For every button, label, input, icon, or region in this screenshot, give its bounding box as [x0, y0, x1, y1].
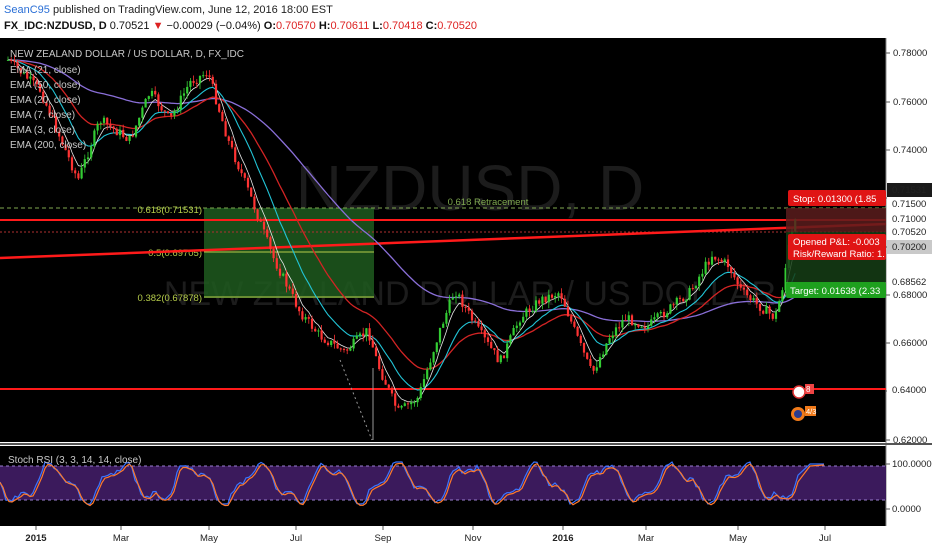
stoch-k-line: [0, 461, 824, 505]
event-count-text-2: 4/3: [806, 407, 816, 416]
target-label-box[interactable]: [786, 282, 886, 298]
price-tag-text: 0.68562: [892, 277, 926, 288]
time-tick: 2015: [25, 533, 47, 544]
price-chart[interactable]: NZDUSD, D NEW ZEALAND DOLLAR / US DOLLAR…: [0, 38, 932, 550]
open-label: O:: [263, 20, 276, 32]
symbol-label[interactable]: FX_IDC:NZDUSD, D: [4, 20, 107, 32]
time-tick: May: [729, 533, 747, 544]
indicator-label[interactable]: EMA (50, close): [10, 80, 81, 91]
indicator-label[interactable]: EMA (21, close): [10, 65, 81, 76]
time-tick: 2016: [552, 533, 573, 544]
pnl-label: Opened P&L: -0.003: [793, 237, 880, 248]
time-tick: Sep: [375, 533, 392, 544]
price-tag: [887, 212, 932, 226]
low-value: 0.70418: [382, 20, 423, 32]
event-count-text: 8: [806, 385, 811, 394]
price-tick: 0.66000: [893, 338, 927, 349]
price-tick: 0.68000: [893, 290, 927, 301]
price-tag-text: 0.71500: [892, 199, 926, 210]
stoch-d-line: [0, 462, 825, 507]
fib-zone[interactable]: [204, 208, 374, 298]
fib-382-label: 0.382(0.67878): [138, 293, 202, 304]
price-change: −0.00029 (−0.04%): [166, 20, 261, 32]
stoch-band: [0, 466, 886, 500]
price-tags: 0.71531 0.71500 0.71000 0.70520 0.70200 0.685…: [887, 183, 932, 397]
time-tick: Jul: [290, 533, 302, 544]
indicator-legend: EMA (21, close) EMA (50, close) EMA (20, c…: [10, 65, 86, 151]
candlesticks: [6, 55, 797, 412]
stoch-tick-0: 0.0000: [892, 504, 921, 515]
chart-header: SeanC95 published on TradingView.com, Ju…: [0, 0, 932, 38]
time-tick: May: [200, 533, 218, 544]
stop-zone[interactable]: [786, 208, 886, 232]
rr-label: Risk/Reward Ratio: 1.: [793, 249, 885, 260]
stoch-tick-100: 100.0000: [892, 459, 932, 470]
price-tick: 0.62000: [893, 435, 927, 446]
publish-text: published on TradingView.com, June 12, 2…: [52, 4, 333, 16]
price-tag-text: 0.71000: [892, 214, 926, 225]
fib-5-label: 0.5(0.69705): [148, 248, 202, 259]
time-tick: Jul: [819, 533, 831, 544]
price-tick: 0.76000: [893, 97, 927, 108]
fib-title: 0.618 Retracement: [448, 197, 529, 208]
price-tag-text: 0.64000: [892, 385, 926, 396]
pnl-box[interactable]: [788, 234, 886, 260]
price-tag-text: 0.71531: [892, 185, 926, 196]
indicator-label[interactable]: EMA (200, close): [10, 140, 86, 151]
time-tick: Nov: [465, 533, 482, 544]
target-label: Target: 0.01638 (2.33: [790, 286, 880, 297]
chart-title[interactable]: NEW ZEALAND DOLLAR / US DOLLAR, D, FX_ID…: [10, 49, 244, 60]
indicator-label[interactable]: EMA (3, close): [10, 125, 75, 136]
time-tick: Mar: [113, 533, 129, 544]
down-triangle-icon: ▼: [152, 20, 164, 32]
stoch-label[interactable]: Stoch RSI (3, 3, 14, 14, close): [8, 455, 141, 466]
low-label: L:: [372, 20, 383, 32]
price-tick: 0.74000: [893, 145, 927, 156]
fib-618-label: 0.618(0.71531): [138, 205, 202, 216]
event-count-badge[interactable]: [805, 384, 814, 394]
time-ticks: 2015 Mar May Jul Sep Nov 2016 Mar May Jul: [25, 526, 831, 544]
price-tag: [887, 197, 932, 211]
drawing-line[interactable]: [339, 359, 373, 441]
price-tag: [887, 183, 932, 197]
indicator-label[interactable]: EMA (20, close): [10, 95, 81, 106]
time-axis[interactable]: [0, 526, 932, 550]
price-tag: [887, 240, 932, 254]
price-tag-text: 0.70200: [892, 242, 926, 253]
price-tag: [887, 383, 932, 397]
last-price: 0.70521: [109, 20, 150, 32]
ohlc-legend: FX_IDC:NZDUSD, D 0.70521 ▼ −0.00029 (−0.…: [4, 20, 477, 32]
stop-label-box[interactable]: [788, 190, 886, 206]
indicator-label[interactable]: EMA (7, close): [10, 110, 75, 121]
flag-us-icon[interactable]: [792, 385, 806, 399]
stop-label: Stop: 0.01300 (1.85: [793, 194, 876, 205]
close-value: 0.70520: [437, 20, 478, 32]
open-value: 0.70570: [276, 20, 316, 32]
event-count-badge-2[interactable]: [805, 406, 816, 416]
high-value: 0.70611: [330, 20, 370, 32]
price-tick: 0.78000: [893, 48, 927, 59]
price-tag-text: 0.70520: [892, 227, 926, 238]
price-tag: [887, 275, 932, 289]
close-label: C:: [425, 20, 438, 32]
time-tick: Mar: [638, 533, 654, 544]
price-tag: [887, 225, 932, 239]
author-link[interactable]: SeanC95: [4, 4, 50, 16]
high-label: H:: [318, 20, 331, 32]
trend-line[interactable]: [0, 222, 887, 260]
publish-info: SeanC95 published on TradingView.com, Ju…: [4, 4, 333, 16]
